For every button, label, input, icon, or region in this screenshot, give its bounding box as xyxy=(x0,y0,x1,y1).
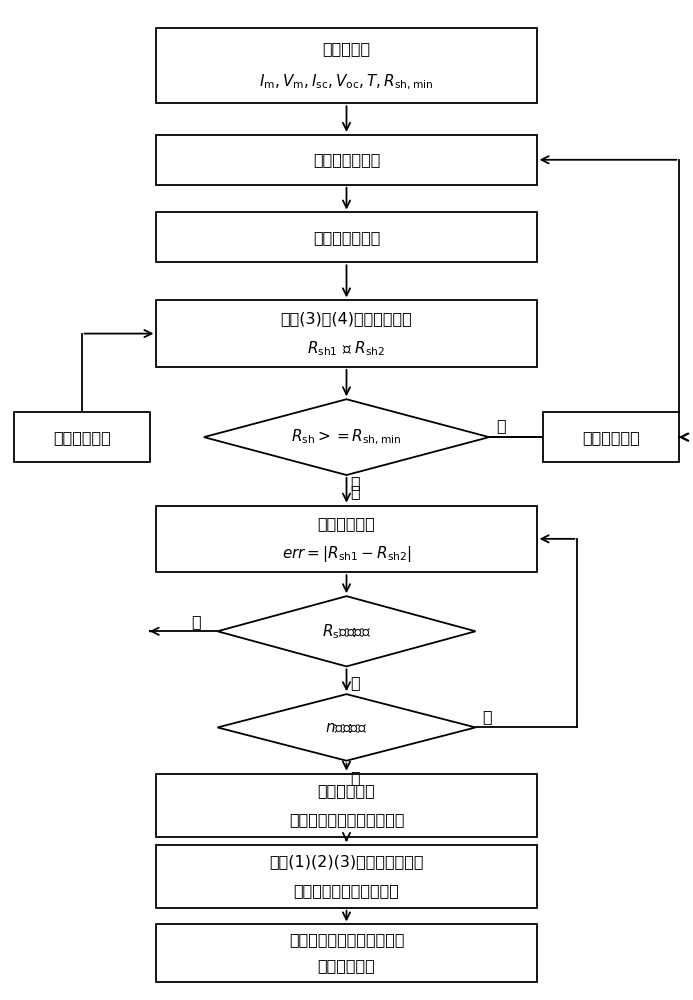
Text: 最小的理想因子和串联电阻: 最小的理想因子和串联电阻 xyxy=(289,812,404,827)
Text: 否: 否 xyxy=(482,709,492,724)
Text: $R_{\rm sh} >= R_{\rm sh,min}$: $R_{\rm sh} >= R_{\rm sh,min}$ xyxy=(291,427,402,447)
Polygon shape xyxy=(218,694,475,761)
Text: 否: 否 xyxy=(496,419,505,434)
FancyBboxPatch shape xyxy=(157,300,536,367)
Text: 依据(1)(2)(3)分别计算光生电: 依据(1)(2)(3)分别计算光生电 xyxy=(270,854,423,869)
FancyBboxPatch shape xyxy=(157,774,536,837)
Text: 增加串联电阻: 增加串联电阻 xyxy=(53,430,110,445)
Text: 模型参数结果: 模型参数结果 xyxy=(317,958,376,973)
Text: 是: 是 xyxy=(350,676,360,691)
Text: 是: 是 xyxy=(350,484,360,499)
Text: $R_{\rm s}$达到限值: $R_{\rm s}$达到限值 xyxy=(322,622,371,641)
Polygon shape xyxy=(204,399,489,475)
Text: 流、饱和电流和并联电阻: 流、饱和电流和并联电阻 xyxy=(294,884,399,899)
Text: $I_{\rm m}, V_{\rm m}, I_{\rm sc}, V_{\rm oc}, T, R_{\rm sh,min}$: $I_{\rm m}, V_{\rm m}, I_{\rm sc}, V_{\r… xyxy=(259,72,434,92)
FancyBboxPatch shape xyxy=(543,412,679,462)
FancyBboxPatch shape xyxy=(157,924,536,982)
FancyBboxPatch shape xyxy=(157,135,536,185)
Text: 输入参数：: 输入参数： xyxy=(322,41,371,56)
Text: 增加理想因子: 增加理想因子 xyxy=(583,430,640,445)
Text: 是: 是 xyxy=(350,770,360,785)
Text: 否: 否 xyxy=(191,615,200,630)
Text: $err = |R_{\rm sh1} - R_{\rm sh2}|$: $err = |R_{\rm sh1} - R_{\rm sh2}|$ xyxy=(281,544,412,564)
Text: 计算两者之差: 计算两者之差 xyxy=(317,517,376,532)
Text: 是: 是 xyxy=(350,475,360,490)
Text: 初始化串联电阻: 初始化串联电阻 xyxy=(313,230,380,245)
FancyBboxPatch shape xyxy=(14,412,150,462)
Polygon shape xyxy=(218,596,475,666)
Text: 依据(3)和(4)计算并联电阻: 依据(3)和(4)计算并联电阻 xyxy=(281,311,412,326)
FancyBboxPatch shape xyxy=(157,212,536,262)
FancyBboxPatch shape xyxy=(157,845,536,908)
Text: 初始化理想因子: 初始化理想因子 xyxy=(313,152,380,167)
FancyBboxPatch shape xyxy=(157,28,536,103)
Text: $R_{\rm sh1}$ 和 $R_{\rm sh2}$: $R_{\rm sh1}$ 和 $R_{\rm sh2}$ xyxy=(308,339,385,358)
FancyBboxPatch shape xyxy=(157,506,536,572)
Text: $n$达到限值: $n$达到限值 xyxy=(325,720,368,735)
Text: 输出当前测试条件下提取的: 输出当前测试条件下提取的 xyxy=(289,933,404,948)
Text: 寻找使得差值: 寻找使得差值 xyxy=(317,783,376,798)
